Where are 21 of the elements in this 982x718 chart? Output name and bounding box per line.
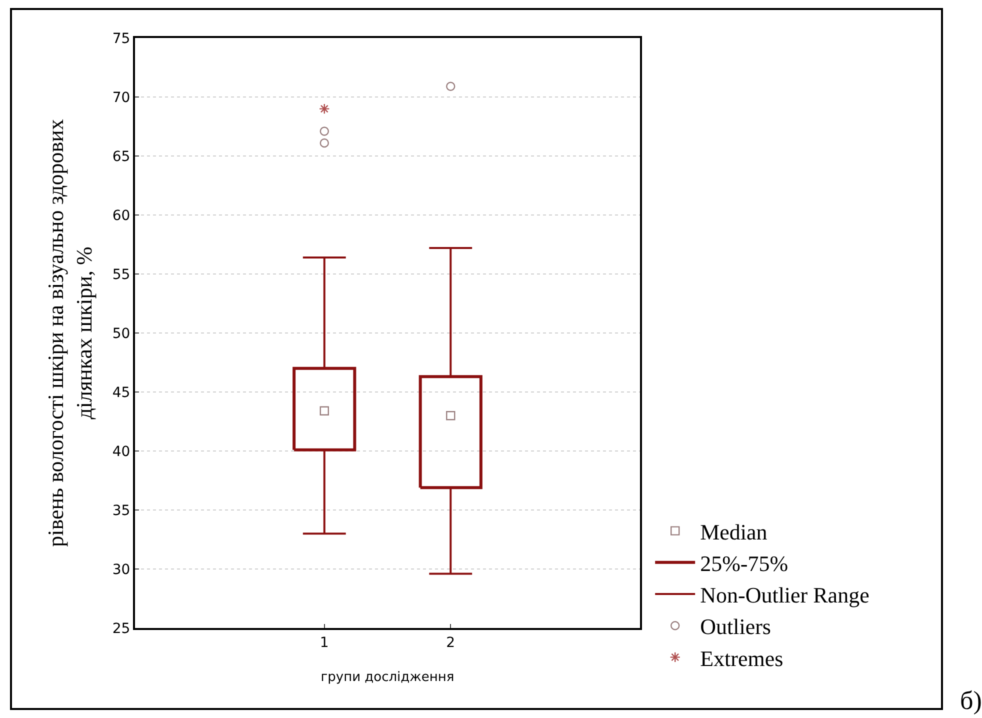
legend-label: Median [700, 519, 768, 544]
legend-label: Outliers [700, 614, 771, 640]
x-tick-label: 1 [320, 634, 329, 651]
y-axis-title: рівень вологості шкіри на візуально здорових ділянках шкіри, % [43, 119, 97, 547]
y-tick-label: 40 [112, 444, 130, 460]
text: б) [960, 686, 982, 715]
y-tick-label: 60 [112, 208, 130, 224]
y-tick-label: 25 [112, 620, 130, 637]
y-tick-label: 35 [112, 502, 130, 519]
y-tick-label: 30 [112, 562, 130, 578]
y-tick-label: 50 [112, 326, 130, 342]
legend-label: Extremes [700, 646, 784, 671]
legend-label: Non-Outlier Range [700, 582, 870, 608]
y-tick-label: 45 [112, 384, 130, 401]
y-tick-label: 65 [112, 148, 130, 165]
legend-label: 25%-75% [700, 550, 788, 576]
y-tick-label: 70 [112, 90, 130, 106]
y-tick-label: 75 [112, 30, 130, 47]
x-tick-label: 2 [446, 634, 456, 651]
y-tick-label: 55 [112, 266, 130, 283]
x-axis-title: групи дослідження [320, 670, 454, 685]
